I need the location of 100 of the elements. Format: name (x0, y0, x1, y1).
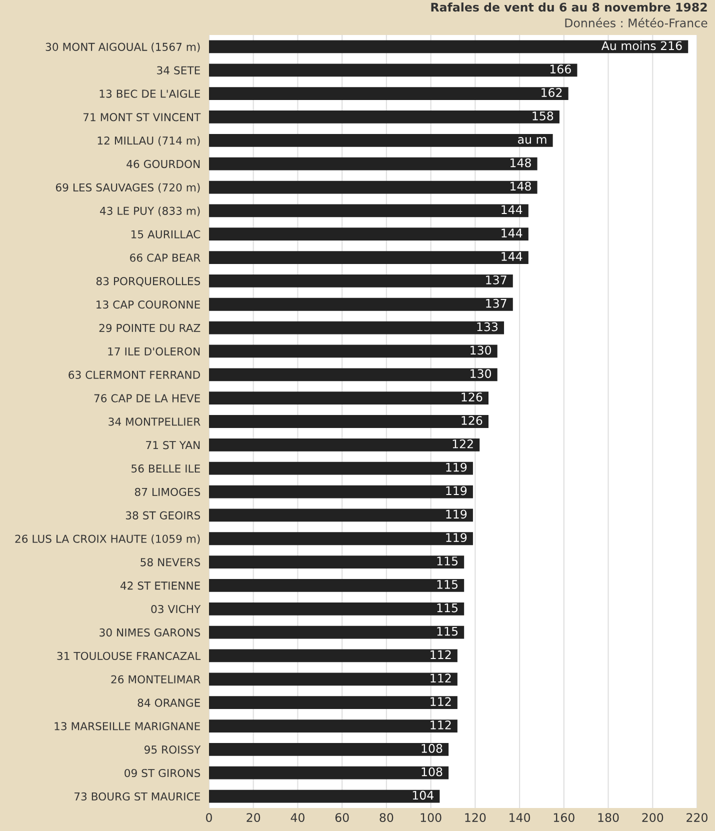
data-label: 115 (437, 604, 458, 612)
bar (209, 579, 464, 592)
y-tick-label: 83 PORQUEROLLES (96, 277, 200, 286)
bar (209, 532, 473, 546)
bar (209, 64, 578, 77)
data-label: 115 (437, 556, 458, 566)
y-tick-label: 71 MONT ST VINCENT (84, 113, 201, 122)
y-tick-label: 69 LES SAUVAGES (720 m) (56, 183, 200, 193)
y-tick-label: 66 CAP BEAR (130, 254, 200, 262)
y-tick-label: 03 VICHY (151, 604, 201, 614)
bar (209, 40, 688, 54)
x-tick-label: 180 (598, 813, 619, 822)
data-label: 112 (430, 650, 451, 659)
data-label: 144 (502, 252, 522, 261)
data-label: 115 (437, 626, 458, 636)
bar (209, 438, 480, 452)
y-tick-label: 63 CLERMONT FERRAND (68, 370, 200, 379)
x-tick-label: 20 (246, 813, 260, 822)
data-label: 122 (452, 439, 473, 448)
data-label: au m (518, 137, 546, 144)
x-tick-label: 120 (465, 813, 486, 822)
data-label: 112 (430, 697, 451, 706)
data-label: 130 (470, 369, 492, 378)
bar (209, 110, 560, 124)
bar (209, 743, 449, 756)
y-tick-label: 29 POINTE DU RAZ (99, 324, 200, 332)
bar (209, 696, 458, 710)
x-tick-label: 100 (420, 813, 442, 822)
bar (209, 204, 528, 218)
data-label: 144 (502, 205, 522, 214)
x-tick-label: 220 (686, 813, 708, 822)
data-label: 148 (510, 182, 531, 191)
data-label: 119 (446, 462, 467, 472)
data-label: 148 (510, 158, 531, 168)
chart-subtitle: Données : Météo-France (565, 18, 708, 28)
bar (209, 180, 538, 194)
y-tick-label: 56 BELLE ILE (132, 464, 200, 473)
y-tick-label: 09 ST GIRONS (124, 768, 200, 778)
y-tick-label: 84 ORANGE (138, 698, 200, 707)
data-label: 112 (430, 674, 451, 682)
data-label: 166 (550, 64, 571, 74)
y-tick-label: 31 TOULOUSE FRANCAZAL (57, 652, 201, 660)
bar (209, 157, 538, 170)
bar (209, 766, 449, 780)
bar (209, 228, 528, 241)
y-tick-label: 34 SETE (157, 66, 200, 74)
y-tick-label: 30 MONT AIGOUAL (1567 m) (46, 42, 200, 52)
data-label: 158 (532, 111, 554, 120)
x-tick-label: 40 (290, 813, 304, 822)
y-tick-label: 30 NIMES GARONS (100, 628, 200, 637)
y-tick-label: 34 MONTPELLIER (108, 418, 200, 426)
bar (209, 602, 464, 616)
bar (209, 790, 440, 803)
bar (209, 392, 488, 405)
bar (209, 508, 473, 522)
bar (209, 672, 458, 686)
data-label: 119 (446, 533, 467, 542)
y-tick-label: 13 CAP COURONNE (96, 300, 200, 309)
y-tick-label: 12 MILLAU (714 m) (98, 136, 200, 146)
bar (209, 649, 458, 662)
bar (209, 298, 513, 311)
y-tick-label: 17 ILE D'OLERON (108, 347, 200, 356)
data-label: 104 (412, 790, 434, 800)
y-tick-label: 73 BOURG ST MAURICE (74, 792, 200, 801)
data-label: 126 (462, 392, 482, 402)
data-label: 108 (422, 744, 442, 753)
y-tick-label: 87 LIMOGES (134, 488, 200, 496)
y-tick-label: 13 MARSEILLE MARIGNANE (54, 722, 200, 730)
data-label: 115 (437, 580, 458, 589)
y-tick-label: 58 NEVERS (140, 558, 200, 566)
y-tick-label: 76 CAP DE LA HEVE (94, 394, 200, 402)
x-tick-label: 160 (554, 813, 574, 822)
x-tick-label: 60 (335, 813, 349, 822)
data-label: 112 (430, 720, 451, 730)
y-tick-label: 38 ST GEOIRS (126, 511, 200, 520)
data-label: 126 (462, 416, 482, 425)
x-tick-label: 200 (642, 813, 664, 822)
y-tick-label: 26 MONTELIMAR (111, 675, 200, 684)
data-label: 137 (486, 298, 506, 308)
data-label: 119 (446, 510, 467, 519)
chart-title: Rafales de vent du 6 au 8 novembre 1982 (431, 2, 707, 12)
bar (209, 485, 473, 498)
bar (209, 556, 464, 568)
data-label: Au moins 216 (601, 41, 682, 50)
y-tick-label: 43 LE PUY (833 m) (100, 206, 200, 216)
bar (209, 368, 498, 382)
data-label: 130 (470, 346, 492, 355)
bar (209, 134, 553, 147)
y-tick-label: 71 ST YAN (146, 441, 200, 450)
x-tick-label: 140 (510, 813, 530, 822)
data-label: 119 (446, 486, 467, 496)
data-label: 137 (486, 275, 506, 284)
bar (209, 720, 458, 732)
y-tick-label: 42 ST ETIENNE (120, 582, 200, 590)
data-label: 162 (542, 88, 562, 97)
y-tick-label: 46 GOURDON (126, 160, 200, 168)
data-label: 133 (477, 322, 498, 332)
y-tick-label: 15 AURILLAC (131, 230, 200, 238)
data-label: 108 (422, 767, 442, 776)
bar (209, 87, 568, 100)
